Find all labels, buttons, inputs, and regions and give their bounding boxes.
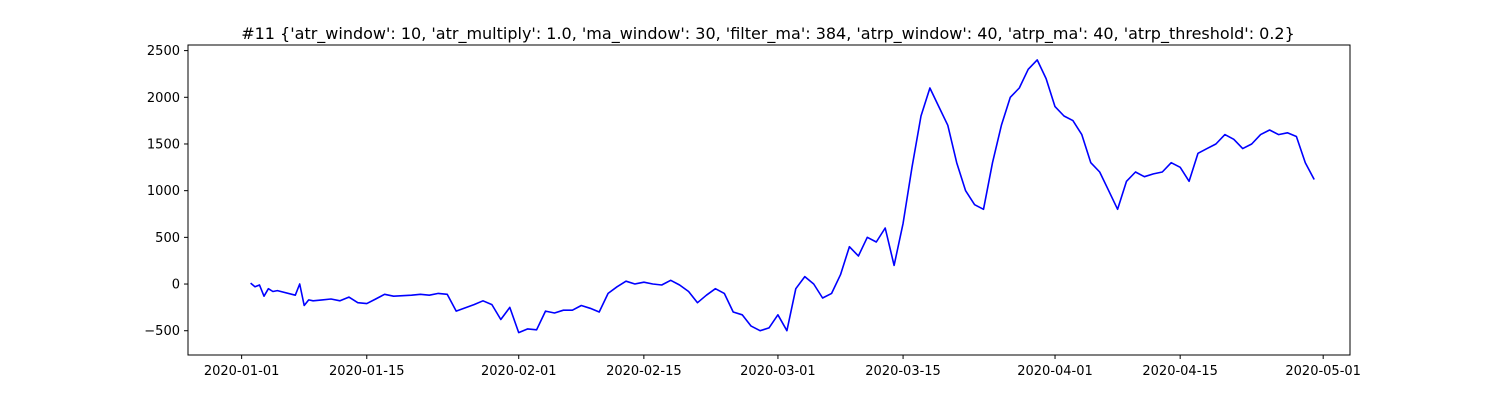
y-tick-label: 1500	[147, 137, 180, 152]
series-line-0	[250, 59, 1315, 334]
x-tick-label: 2020-01-01	[204, 364, 280, 379]
y-tick-label: −500	[144, 324, 180, 339]
x-tick-label: 2020-02-15	[606, 364, 682, 379]
y-tick-label: 2500	[147, 44, 180, 59]
plot-frame	[187, 44, 1351, 356]
y-tick-label: 1000	[147, 184, 180, 199]
chart-title: #11 {'atr_window': 10, 'atr_multiply': 1…	[241, 24, 1295, 44]
x-tick-label: 2020-02-01	[481, 364, 557, 379]
y-tick-label: 0	[172, 278, 180, 293]
y-tick-label: 2000	[147, 91, 180, 106]
x-tick-label: 2020-01-15	[329, 364, 405, 379]
x-tick-label: 2020-03-15	[865, 364, 941, 379]
y-tick-label: 500	[155, 231, 180, 246]
axes-layer: 2020-01-01 2020-01-15 2020-02-01 2020-02-15…	[144, 44, 1361, 379]
x-tick-label: 2020-03-01	[740, 364, 816, 379]
x-tick-label: 2020-04-15	[1142, 364, 1218, 379]
x-tick-label: 2020-04-01	[1017, 364, 1093, 379]
x-tick-label: 2020-05-01	[1285, 364, 1361, 379]
series-layer	[250, 59, 1315, 334]
